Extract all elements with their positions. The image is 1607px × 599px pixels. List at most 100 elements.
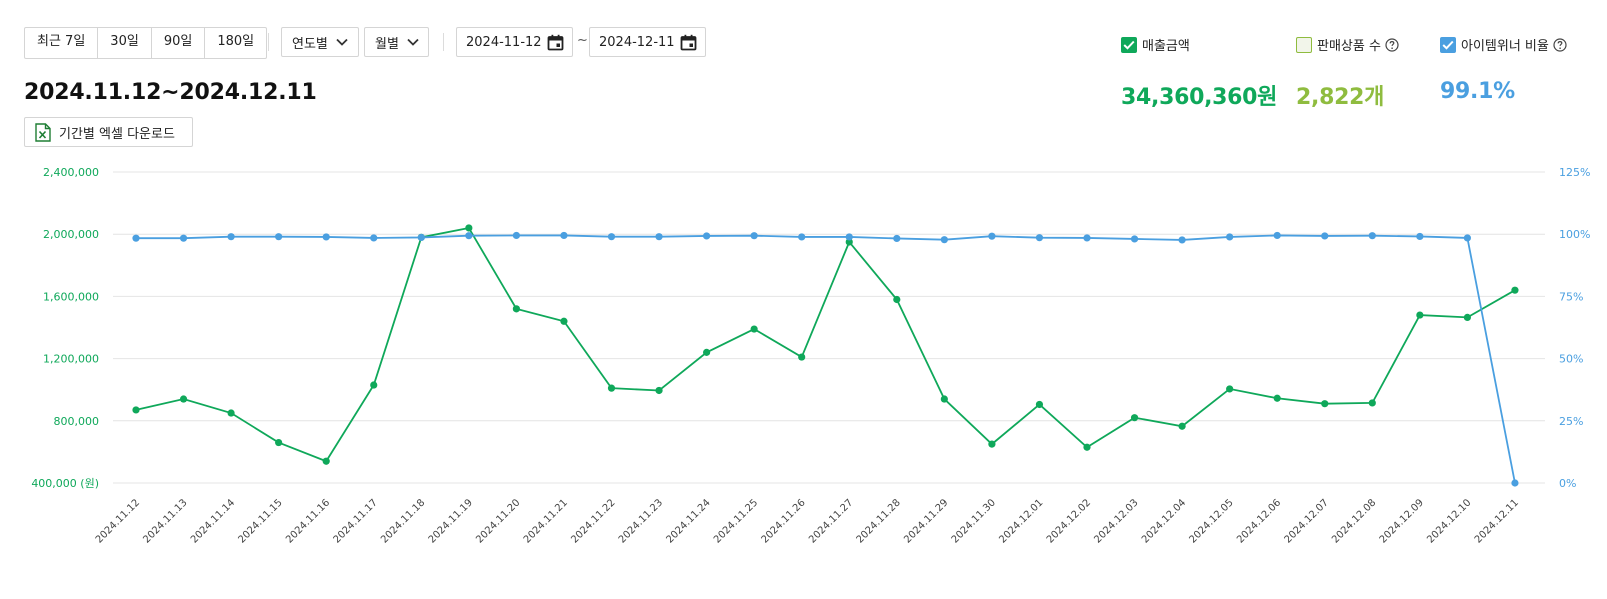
- sales-data-point[interactable]: [703, 348, 711, 356]
- winner-ratio-data-point[interactable]: [1035, 234, 1044, 242]
- y-left-tick-label: 1,600,000: [43, 290, 99, 303]
- winner-ratio-data-point[interactable]: [512, 231, 521, 240]
- end-date-value: 2024-12-11: [599, 34, 675, 50]
- excel-download-button[interactable]: 기간별 엑셀 다운로드: [24, 117, 193, 147]
- end-date-field[interactable]: 2024-12-11: [589, 27, 706, 57]
- year-select[interactable]: 연도별: [281, 27, 359, 57]
- sales-data-point[interactable]: [1130, 414, 1139, 422]
- page-title: 2024.11.12~2024.12.11: [24, 80, 317, 105]
- winner-ratio-data-point[interactable]: [560, 231, 568, 240]
- winner-ratio-data-point[interactable]: [417, 233, 425, 242]
- sales-data-point[interactable]: [893, 295, 901, 304]
- x-tick-label: 2024.11.19: [427, 497, 475, 545]
- legend-products-toggle[interactable]: 판매상품 수: [1296, 35, 1399, 54]
- legend-winner-label: 아이템위너 비율: [1461, 39, 1549, 54]
- winner-ratio-data-point[interactable]: [1130, 235, 1139, 243]
- month-select[interactable]: 월별: [364, 27, 429, 57]
- sales-data-point[interactable]: [940, 395, 948, 403]
- winner-ratio-data-point[interactable]: [1178, 236, 1186, 244]
- winner-ratio-data-point[interactable]: [1226, 233, 1234, 241]
- sales-data-point[interactable]: [227, 409, 235, 417]
- period-180-days-button[interactable]: 180일: [217, 34, 255, 49]
- sales-data-point[interactable]: [132, 406, 140, 414]
- y-right-tick-label: 75%: [1559, 290, 1583, 303]
- checkbox-unchecked-icon[interactable]: [1296, 36, 1312, 53]
- sales-data-point[interactable]: [465, 224, 473, 232]
- winner-ratio-value: 99.1%: [1440, 79, 1515, 104]
- winner-ratio-data-point[interactable]: [179, 234, 188, 242]
- winner-ratio-data-point[interactable]: [750, 232, 758, 240]
- period-90-days-button[interactable]: 90일: [152, 28, 206, 58]
- winner-ratio-data-point[interactable]: [845, 233, 853, 241]
- x-tick-label: 2024.12.09: [1378, 497, 1426, 545]
- sales-data-point[interactable]: [1463, 313, 1471, 321]
- winner-ratio-data-point[interactable]: [465, 232, 473, 240]
- x-tick-label: 2024.11.26: [760, 497, 808, 545]
- winner-ratio-data-point[interactable]: [607, 233, 616, 241]
- excel-download-label: 기간별 엑셀 다운로드: [59, 126, 175, 142]
- sales-data-point[interactable]: [560, 317, 568, 325]
- winner-ratio-data-point[interactable]: [1083, 234, 1091, 242]
- calendar-icon[interactable]: [680, 34, 697, 51]
- period-30-days-button[interactable]: 30일: [98, 28, 152, 58]
- sales-data-point[interactable]: [1178, 422, 1186, 430]
- sales-data-point[interactable]: [512, 305, 521, 313]
- x-tick-label: 2024.11.27: [807, 497, 855, 545]
- sales-data-point[interactable]: [988, 440, 996, 448]
- calendar-icon[interactable]: [547, 34, 564, 51]
- sales-data-point[interactable]: [370, 381, 378, 389]
- winner-ratio-data-point[interactable]: [940, 236, 948, 244]
- products-count-value: 2,822개: [1296, 85, 1385, 110]
- sales-data-point[interactable]: [1368, 399, 1376, 407]
- checkbox-checked-icon[interactable]: [1121, 36, 1137, 53]
- sales-data-point[interactable]: [607, 384, 616, 392]
- x-tick-label: 2024.12.10: [1425, 497, 1473, 545]
- sales-data-point[interactable]: [322, 457, 330, 465]
- winner-ratio-data-point[interactable]: [1511, 479, 1519, 487]
- winner-ratio-data-point[interactable]: [988, 232, 996, 240]
- sales-data-point[interactable]: [1083, 443, 1091, 451]
- winner-ratio-data-point[interactable]: [322, 233, 330, 241]
- sales-data-point[interactable]: [179, 395, 188, 403]
- sales-data-point[interactable]: [275, 438, 283, 447]
- winner-ratio-data-point[interactable]: [370, 234, 378, 242]
- sales-data-point[interactable]: [655, 386, 663, 395]
- sales-data-point[interactable]: [1273, 394, 1281, 402]
- sales-data-point[interactable]: [1511, 286, 1519, 294]
- sales-data-point[interactable]: [1226, 385, 1234, 393]
- sales-data-point[interactable]: [798, 353, 806, 361]
- legend-sales-toggle[interactable]: 매출금액: [1121, 35, 1190, 54]
- winner-ratio-data-point[interactable]: [227, 233, 235, 241]
- sales-data-point[interactable]: [845, 238, 853, 246]
- y-right-tick-label: 100%: [1559, 228, 1590, 241]
- winner-ratio-data-point[interactable]: [1463, 234, 1471, 242]
- winner-ratio-data-point[interactable]: [655, 233, 663, 241]
- x-tick-label: 2024.11.23: [617, 497, 665, 545]
- legend-sales-label: 매출금액: [1142, 39, 1190, 54]
- help-icon[interactable]: [1553, 37, 1567, 52]
- winner-ratio-data-point[interactable]: [893, 234, 901, 243]
- winner-ratio-data-point[interactable]: [275, 233, 283, 241]
- winner-ratio-data-point[interactable]: [798, 233, 806, 241]
- sales-data-point[interactable]: [1035, 400, 1044, 409]
- y-left-tick-label: 2,400,000: [43, 166, 99, 179]
- winner-ratio-data-point[interactable]: [1273, 231, 1281, 240]
- y-right-tick-label: 125%: [1559, 166, 1590, 179]
- checkbox-checked-icon[interactable]: [1440, 36, 1456, 53]
- start-date-field[interactable]: 2024-11-12: [456, 27, 573, 57]
- winner-ratio-data-point[interactable]: [1416, 232, 1424, 241]
- winner-ratio-data-point[interactable]: [1321, 232, 1329, 240]
- winner-ratio-data-point[interactable]: [1368, 232, 1376, 240]
- help-icon[interactable]: [1385, 37, 1399, 52]
- winner-ratio-data-point[interactable]: [703, 232, 711, 240]
- y-right-tick-label: 50%: [1559, 353, 1583, 366]
- period-7-days-button[interactable]: 최근 7일: [25, 28, 99, 58]
- x-tick-label: 2024.11.20: [474, 497, 522, 545]
- sales-data-point[interactable]: [1321, 400, 1329, 408]
- winner-ratio-data-point[interactable]: [132, 234, 140, 242]
- x-tick-label: 2024.11.30: [950, 497, 998, 545]
- legend-winner-toggle[interactable]: 아이템위너 비율: [1440, 35, 1567, 54]
- sales-data-point[interactable]: [750, 325, 758, 333]
- x-tick-label: 2024.11.21: [522, 497, 570, 545]
- sales-data-point[interactable]: [1416, 311, 1424, 319]
